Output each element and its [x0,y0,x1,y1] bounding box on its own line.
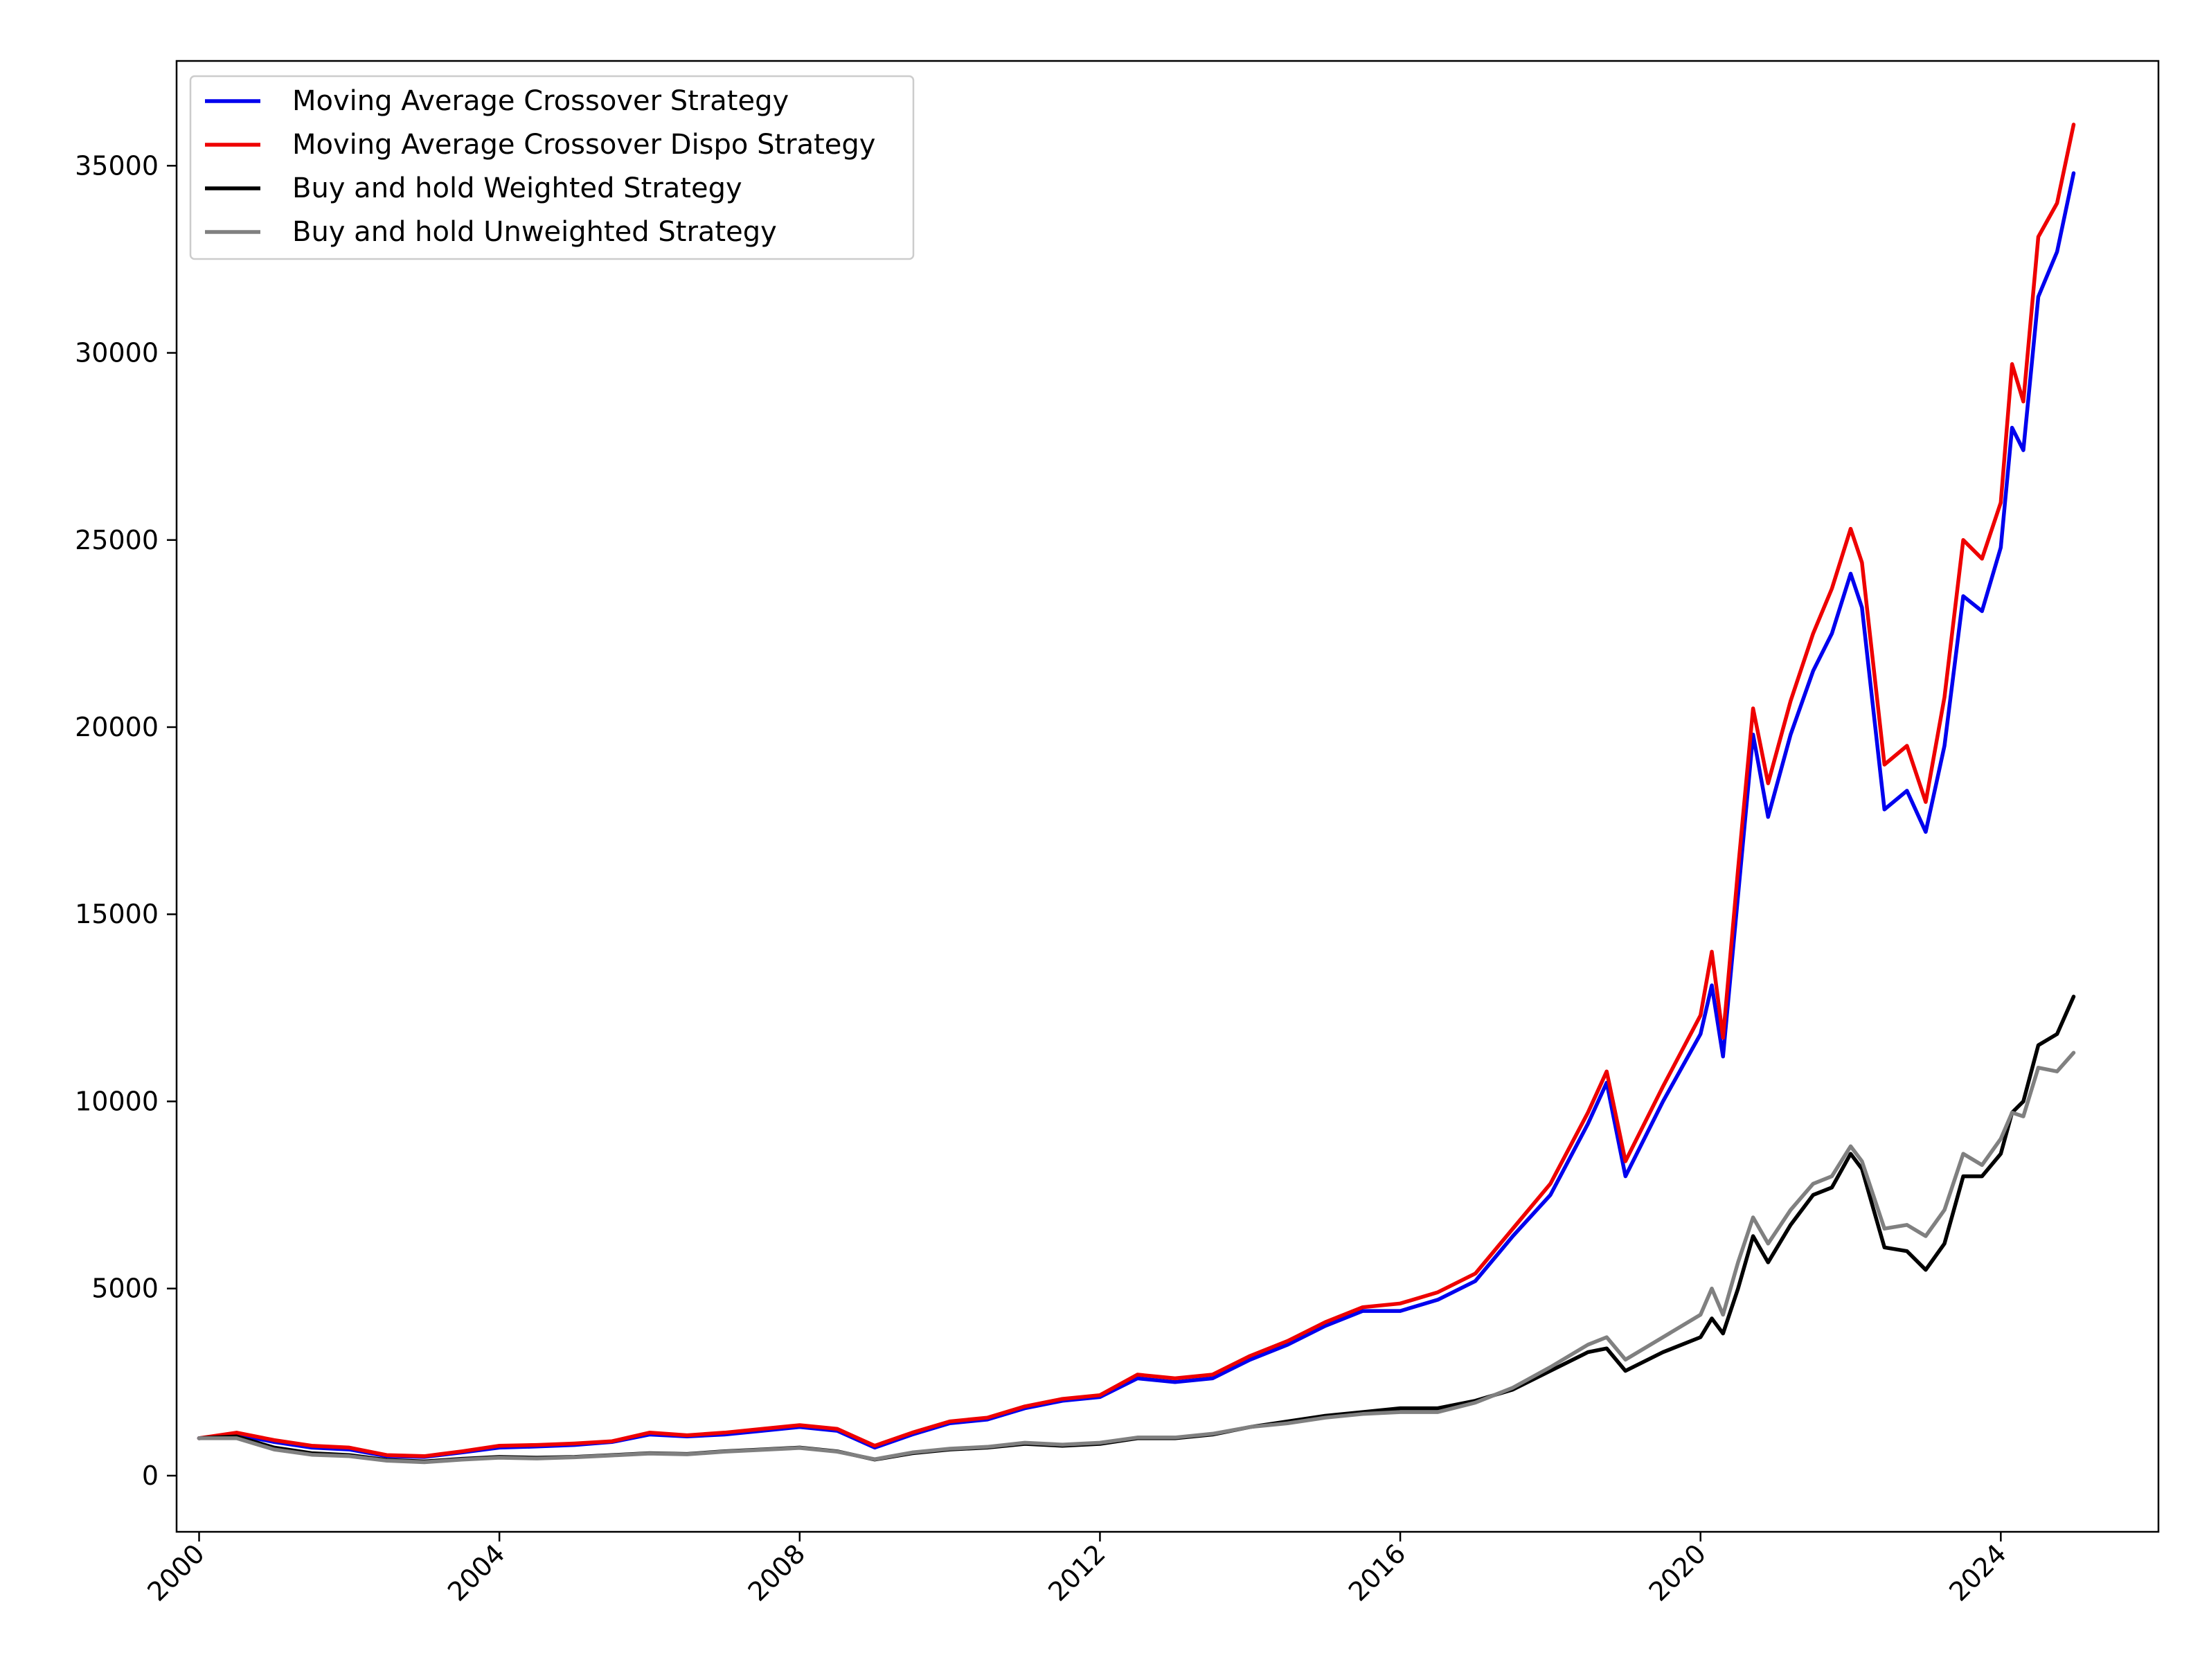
y-axis: 0 5000 10000 15000 20000 25000 30000 35000 [75,150,177,1491]
legend-label: Buy and hold Unweighted Strategy [292,216,777,248]
y-tick-label: 20000 [75,712,159,742]
series-line-2 [197,123,2076,1458]
legend-label: Moving Average Crossover Strategy [292,85,789,117]
y-tick-label: 30000 [75,338,159,368]
legend-label: Buy and hold Weighted Strategy [292,172,742,204]
y-tick-label: 10000 [75,1086,159,1116]
legend-label: Moving Average Crossover Dispo Strategy [292,129,875,161]
legend: Moving Average Crossover Strategy Moving … [189,75,915,260]
y-tick-label: 5000 [91,1274,159,1304]
legend-box [189,75,915,260]
y-tick-label: 25000 [75,525,159,555]
plot-frame [175,60,2160,1533]
series-layer [197,123,2076,1465]
y-tick-label: 35000 [75,150,159,181]
series-line-4 [197,1051,2076,1465]
y-tick-label: 15000 [75,899,159,929]
y-tick-label: 0 [142,1460,159,1491]
